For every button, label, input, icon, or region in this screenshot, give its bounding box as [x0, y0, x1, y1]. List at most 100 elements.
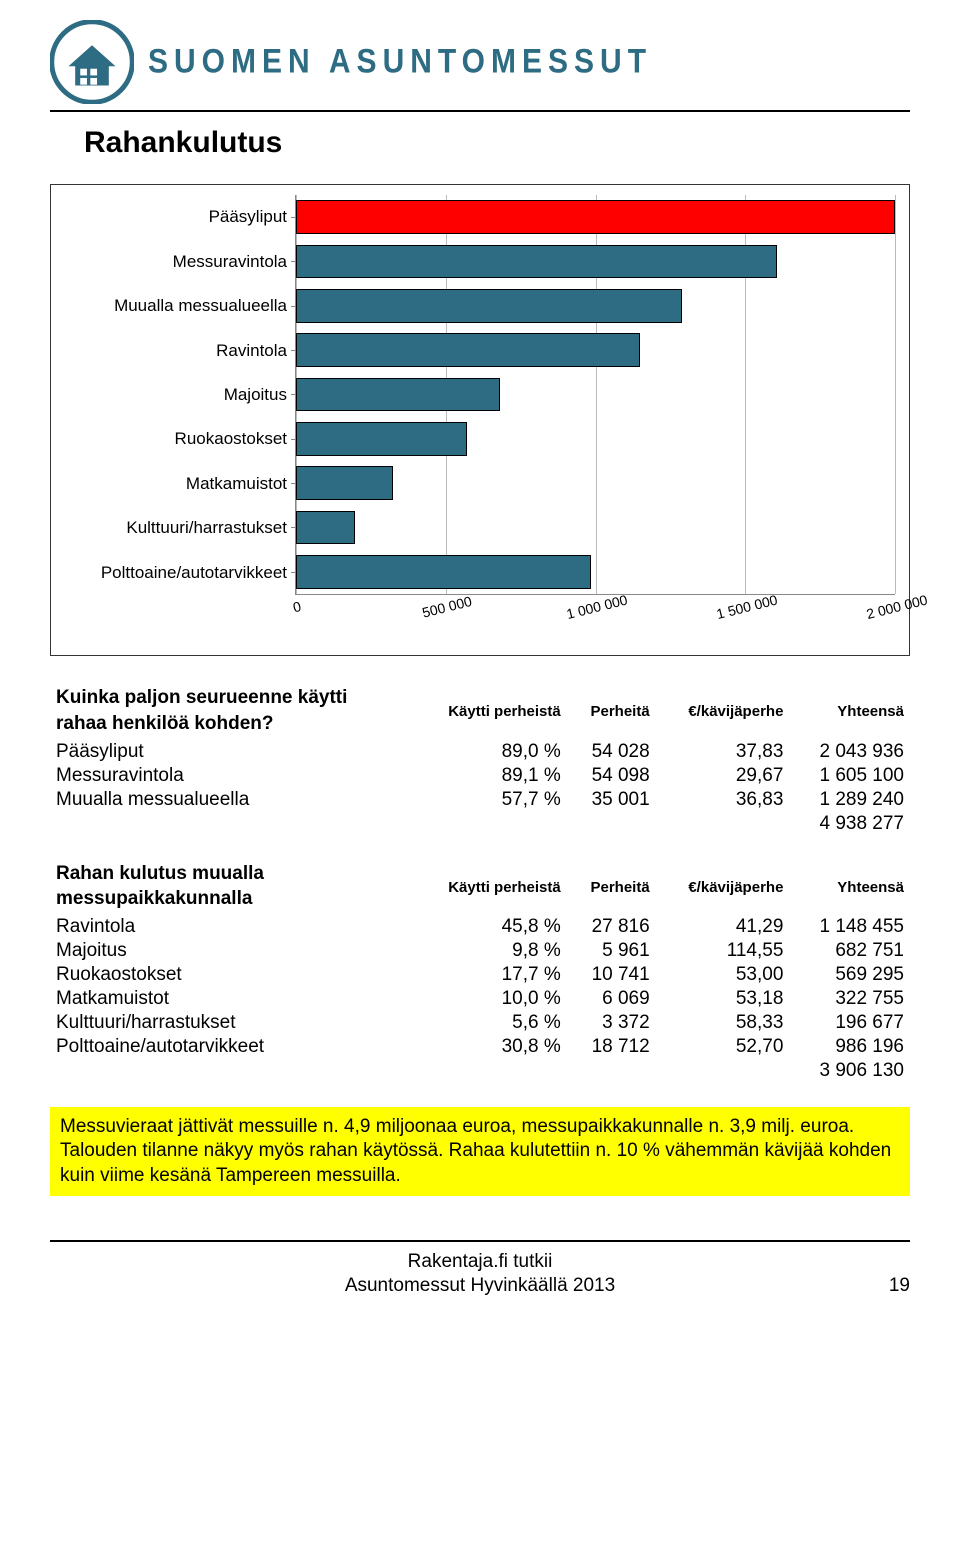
footer-line2: Asuntomessut Hyvinkäällä 2013: [90, 1274, 870, 1298]
table-cell: 5,6 %: [411, 1011, 567, 1035]
table-cell: 54 028: [567, 740, 656, 764]
table-cell: 54 098: [567, 764, 656, 788]
table-cell: 986 196: [789, 1035, 910, 1059]
table-row: Matkamuistot10,0 %6 06953,18322 755: [50, 987, 910, 1011]
chart-bar: [296, 333, 640, 367]
table-cell: Ravintola: [50, 915, 411, 939]
summary-callout: Messuvieraat jättivät messuille n. 4,9 m…: [50, 1107, 910, 1196]
table-cell: 53,00: [656, 963, 790, 987]
table-cell: 682 751: [789, 939, 910, 963]
table-row: Ruokaostokset17,7 %10 74153,00569 295: [50, 963, 910, 987]
table-cell: Pääsyliput: [50, 740, 411, 764]
table-total-row: 3 906 130: [50, 1059, 910, 1083]
table-cell: 18 712: [567, 1035, 656, 1059]
table-cell: 10 741: [567, 963, 656, 987]
table-cell: 57,7 %: [411, 788, 567, 812]
table-cell: 52,70: [656, 1035, 790, 1059]
chart-category-label: Messuravintola: [65, 252, 287, 272]
table-cell: 17,7 %: [411, 963, 567, 987]
page-number: 19: [870, 1275, 910, 1297]
table-cell: 53,18: [656, 987, 790, 1011]
table2-col-1: Käytti perheistä: [411, 860, 567, 916]
table-cell: Majoitus: [50, 939, 411, 963]
table1-col-3: €/kävijäperhe: [656, 684, 790, 740]
table-cell: Kulttuuri/harrastukset: [50, 1011, 411, 1035]
table-cell: Ruokaostokset: [50, 963, 411, 987]
footer-rule: [50, 1240, 910, 1242]
table2-heading-line2: messupaikkakunnalla: [56, 887, 405, 911]
table-cell: Polttoaine/autotarvikkeet: [50, 1035, 411, 1059]
table-cell: 58,33: [656, 1011, 790, 1035]
table-cell: 3 372: [567, 1011, 656, 1035]
table-cell: 2 043 936: [789, 740, 910, 764]
table-row: Pääsyliput89,0 %54 02837,832 043 936: [50, 740, 910, 764]
brand-title: SUOMEN ASUNTOMESSUT: [148, 42, 652, 81]
chart-xtick: 2 000 000: [865, 591, 929, 622]
chart-xtick: 500 000: [420, 593, 473, 621]
table-cell: 29,67: [656, 764, 790, 788]
table-row: Polttoaine/autotarvikkeet30,8 %18 71252,…: [50, 1035, 910, 1059]
chart-category-label: Muualla messualueella: [65, 296, 287, 316]
chart-container: Pääsyliput Messuravintola Muualla messualu…: [50, 184, 910, 656]
table-cell: 5 961: [567, 939, 656, 963]
table2-heading-line1: Rahan kulutus muualla: [56, 862, 405, 886]
table-total-row: 4 938 277: [50, 812, 910, 836]
chart-bar: [296, 466, 393, 500]
chart-bar: [296, 511, 355, 545]
table-cell: 41,29: [656, 915, 790, 939]
table-cell: 35 001: [567, 788, 656, 812]
footer: Rakentaja.fi tutkii Asuntomessut Hyvinkä…: [50, 1250, 910, 1298]
chart-category-label: Pääsyliput: [65, 207, 287, 227]
table-cell: 6 069: [567, 987, 656, 1011]
table-total-value: 3 906 130: [789, 1059, 910, 1083]
chart-category-label: Polttoaine/autotarvikkeet: [65, 563, 287, 583]
chart-category-label: Majoitus: [65, 385, 287, 405]
chart-category-label: Ruokaostokset: [65, 429, 287, 449]
table-cell: Matkamuistot: [50, 987, 411, 1011]
table-total-value: 4 938 277: [789, 812, 910, 836]
chart-bar: [296, 378, 500, 412]
chart-category-label: Kulttuuri/harrastukset: [65, 518, 287, 538]
table-cell: 114,55: [656, 939, 790, 963]
table-cell: 1 148 455: [789, 915, 910, 939]
table-row: Kulttuuri/harrastukset5,6 %3 37258,33196…: [50, 1011, 910, 1035]
chart-bar: [296, 555, 591, 589]
chart-category-label: Ravintola: [65, 341, 287, 361]
table-cell: 30,8 %: [411, 1035, 567, 1059]
brand-logo: [50, 20, 134, 104]
table-cell: 36,83: [656, 788, 790, 812]
header: SUOMEN ASUNTOMESSUT: [50, 20, 910, 112]
table-cell: Messuravintola: [50, 764, 411, 788]
chart-category-label: Matkamuistot: [65, 474, 287, 494]
page-title: Rahankulutus: [84, 126, 910, 160]
table2-col-3: €/kävijäperhe: [656, 860, 790, 916]
table-cell: 1 289 240: [789, 788, 910, 812]
chart-x-axis-labels: 0500 0001 000 0001 500 0002 000 000: [295, 595, 895, 635]
chart-bar: [296, 200, 895, 234]
table-cell: 27 816: [567, 915, 656, 939]
table-row: Ravintola45,8 %27 81641,291 148 455: [50, 915, 910, 939]
chart-plot-area: [295, 195, 895, 595]
table-spending-elsewhere: Rahan kulutus muualla messupaikkakunnall…: [50, 860, 910, 1084]
table-cell: 9,8 %: [411, 939, 567, 963]
table1-col-1: Käytti perheistä: [411, 684, 567, 740]
chart-xtick: 1 500 000: [715, 591, 779, 622]
table-cell: 89,0 %: [411, 740, 567, 764]
table2-col-2: Perheitä: [567, 860, 656, 916]
chart-xtick: 0: [291, 598, 302, 615]
table-cell: 45,8 %: [411, 915, 567, 939]
table1-col-2: Perheitä: [567, 684, 656, 740]
table-cell: 1 605 100: [789, 764, 910, 788]
table-cell: 322 755: [789, 987, 910, 1011]
table-row: Messuravintola89,1 %54 09829,671 605 100: [50, 764, 910, 788]
table-cell: 89,1 %: [411, 764, 567, 788]
chart-xtick: 1 000 000: [565, 591, 629, 622]
chart-category-labels: Pääsyliput Messuravintola Muualla messualu…: [65, 195, 295, 595]
chart-bar: [296, 245, 777, 279]
chart-bar: [296, 422, 467, 456]
footer-line1: Rakentaja.fi tutkii: [90, 1250, 870, 1274]
table-row: Majoitus9,8 %5 961114,55682 751: [50, 939, 910, 963]
table2-col-4: Yhteensä: [789, 860, 910, 916]
table-cell: 569 295: [789, 963, 910, 987]
table1-heading-line2: rahaa henkilöä kohden?: [56, 712, 405, 736]
